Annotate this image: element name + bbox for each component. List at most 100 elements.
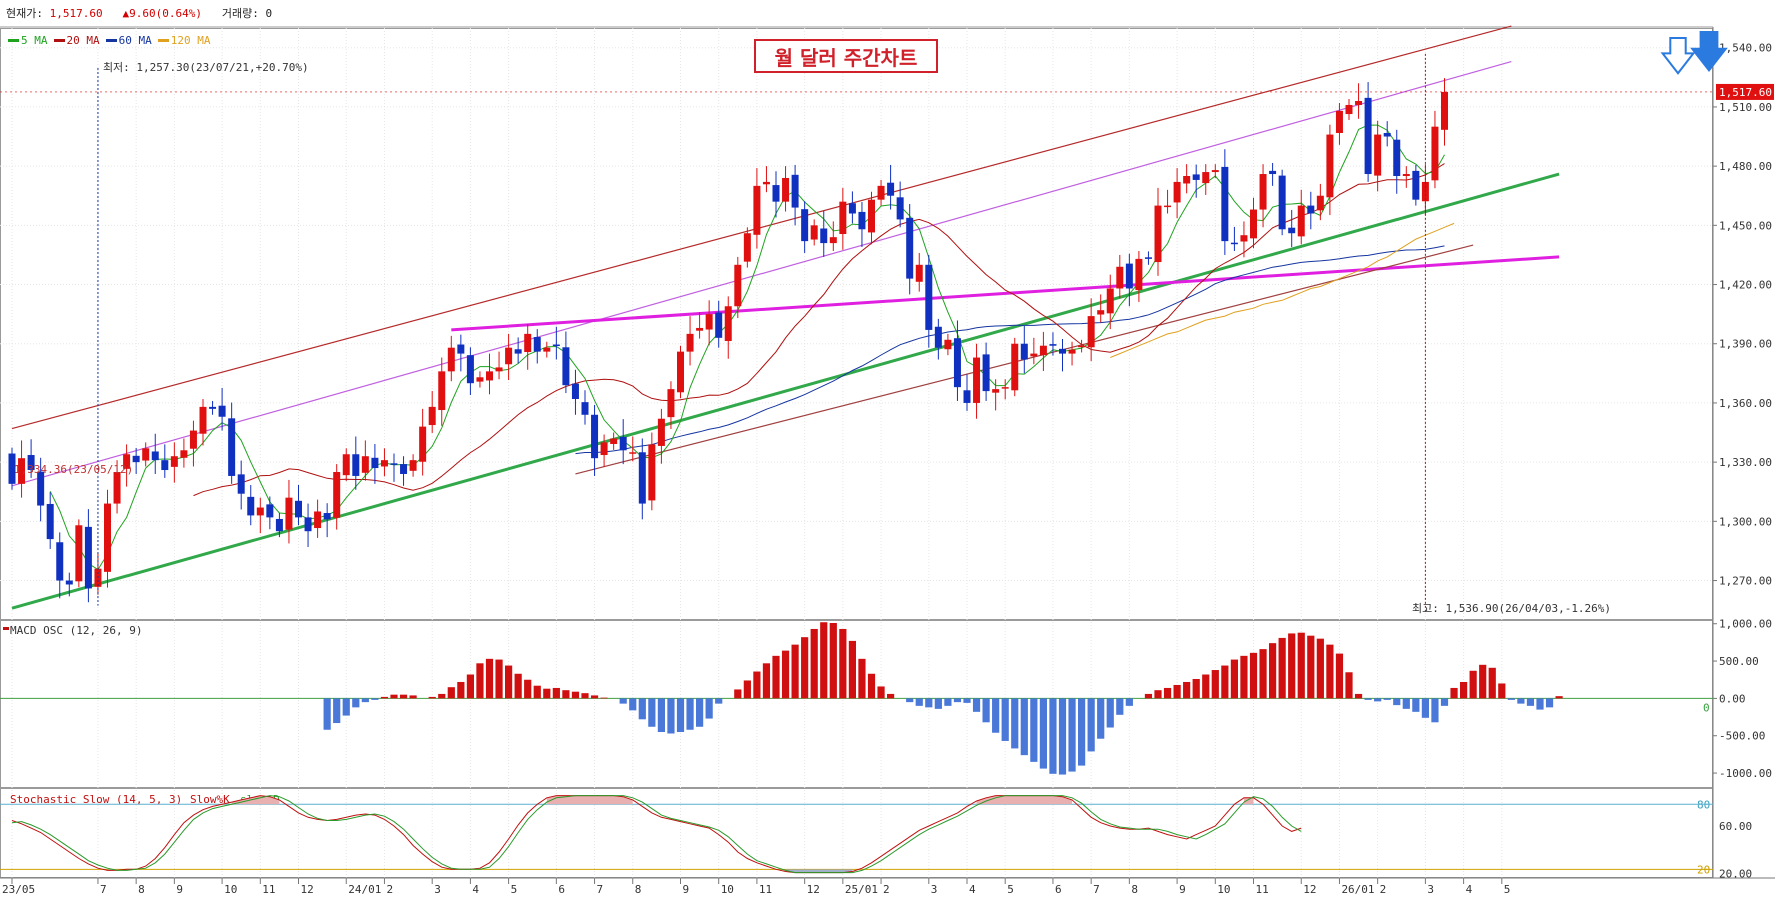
stoch-overbought-fill (231, 795, 280, 805)
candle-body (333, 472, 341, 518)
macd-bar (1335, 653, 1344, 699)
macd-bar (1192, 678, 1200, 699)
macd-bar (972, 698, 981, 712)
macd-bar (1011, 698, 1019, 749)
candle-body (18, 458, 26, 484)
x-tick-label: 9 (683, 883, 690, 896)
macd-bar (380, 696, 389, 699)
candle-body (696, 327, 704, 331)
candle-body (75, 525, 83, 582)
candle-body (1326, 134, 1334, 198)
macd-bar (801, 637, 809, 699)
candle-body (1250, 209, 1257, 239)
stoch-line (11, 795, 1302, 874)
current-price-label: 현재가: (6, 7, 43, 20)
macd-bar (1288, 633, 1296, 699)
candle-body (524, 333, 532, 353)
macd-bar (1030, 698, 1038, 762)
candle-body (887, 182, 895, 196)
trendline (11, 172, 1560, 610)
candle-body (199, 406, 207, 434)
x-tick-label: 3 (931, 883, 938, 896)
macd-bar (1383, 698, 1391, 700)
macd-zero-label: 0 (1703, 701, 1710, 714)
macd-bar (1144, 693, 1153, 699)
candle-body (1039, 345, 1047, 356)
x-tick-label: 8 (1131, 883, 1138, 896)
candle-body (1364, 97, 1372, 175)
macd-bar (1106, 698, 1114, 728)
candle-body (1049, 344, 1057, 346)
macd-bar (562, 690, 570, 699)
macd-bar (323, 698, 331, 730)
price-tick-label: 1,510.00 (1719, 101, 1772, 114)
macd-bar (915, 698, 923, 706)
x-tick-label: 24/01 (348, 883, 381, 896)
x-tick-label: 10 (224, 883, 237, 896)
candle-body (724, 306, 732, 341)
macd-bar (1097, 698, 1105, 739)
macd-bar (715, 698, 723, 704)
x-tick-label: 23/05 (2, 883, 35, 896)
macd-bar (1545, 698, 1554, 708)
candle-body (189, 430, 197, 449)
candle-body (419, 426, 427, 462)
candle-body (27, 455, 35, 471)
macd-bar (466, 674, 474, 699)
macd-bar (581, 693, 589, 699)
candle-body (285, 497, 293, 530)
macd-bar (963, 698, 971, 703)
macd-bar (600, 697, 608, 699)
candle-body (581, 402, 589, 415)
macd-bar (371, 698, 379, 700)
candle-body (1412, 170, 1420, 200)
macd-bar (1058, 698, 1067, 775)
candle-body (1202, 172, 1210, 184)
legend-item: 120 MA (157, 34, 211, 47)
macd-bar (447, 687, 455, 699)
candle-body (619, 436, 627, 451)
x-tick-label: 12 (807, 883, 820, 896)
macd-bar (1364, 698, 1372, 700)
stoch-label: Stochastic Slow (14, 5, 3) (10, 793, 182, 806)
x-tick-label: 10 (721, 883, 734, 896)
macd-bar (1173, 684, 1181, 699)
current-price-tag (1716, 83, 1774, 100)
candle-body (705, 314, 713, 330)
candle-body (1431, 126, 1439, 181)
candle-body (1402, 174, 1410, 176)
macd-bar (1374, 698, 1382, 702)
trendline (11, 60, 1512, 487)
candle-body (170, 456, 178, 467)
macd-bar (676, 698, 685, 732)
macd-bar (428, 696, 436, 699)
candle-body (1192, 174, 1200, 180)
x-tick-label: 11 (1256, 883, 1269, 896)
candle-body (237, 474, 245, 494)
macd-bar (505, 665, 513, 699)
candle-body (839, 201, 847, 235)
macd-bar (1269, 643, 1277, 699)
macd-bar (1555, 696, 1563, 699)
candle-body (247, 496, 255, 516)
macd-bar (533, 685, 541, 699)
candle-body (228, 418, 236, 476)
candle-body (944, 339, 952, 350)
candle-body (762, 181, 770, 185)
x-tick-label: 9 (1179, 883, 1186, 896)
macd-bar (1049, 698, 1057, 774)
candle-body (982, 354, 990, 392)
candle-body (352, 454, 360, 476)
volume-label: 거래량: (221, 7, 259, 20)
candle-body (906, 217, 914, 279)
macd-bar (1259, 649, 1267, 699)
x-tick-label: 6 (1055, 883, 1062, 896)
x-tick-label: 8 (138, 883, 145, 896)
price-tick-label: 1,300.00 (1719, 515, 1772, 528)
x-tick-label: 7 (100, 883, 107, 896)
x-tick-label: 5 (511, 883, 518, 896)
candle-body (992, 389, 1000, 393)
candle-body (1116, 266, 1124, 289)
candle-body (829, 237, 837, 244)
